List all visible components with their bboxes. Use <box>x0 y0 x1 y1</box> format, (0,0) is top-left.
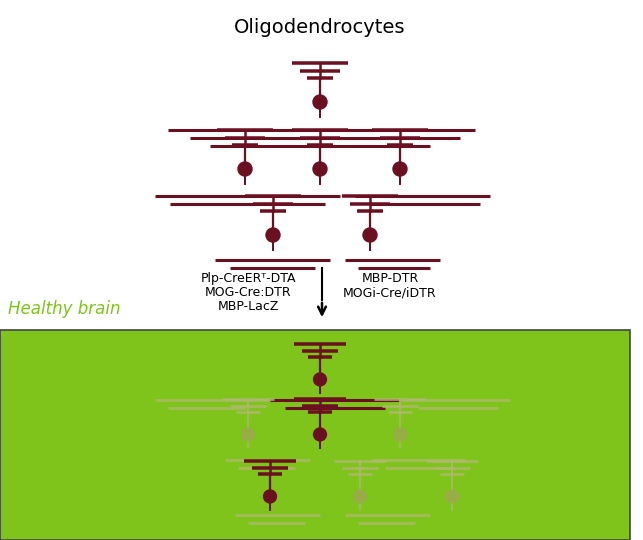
Circle shape <box>314 428 327 441</box>
Bar <box>0 330 630 540</box>
Circle shape <box>394 428 406 441</box>
Circle shape <box>264 490 276 503</box>
Circle shape <box>314 373 327 386</box>
Circle shape <box>242 428 255 441</box>
Circle shape <box>354 490 367 503</box>
Circle shape <box>313 95 327 109</box>
Circle shape <box>363 228 377 242</box>
Text: MBP-DTR: MBP-DTR <box>361 272 419 285</box>
Text: Plp-CreERᵀ-DTA: Plp-CreERᵀ-DTA <box>200 272 296 285</box>
Circle shape <box>238 162 252 176</box>
Text: Oligodendrocytes: Oligodendrocytes <box>234 18 406 37</box>
Circle shape <box>266 228 280 242</box>
Text: MBP-LacZ: MBP-LacZ <box>217 300 278 313</box>
Text: MOGi-Cre/iDTR: MOGi-Cre/iDTR <box>343 286 437 299</box>
Circle shape <box>313 162 327 176</box>
Circle shape <box>446 490 458 503</box>
Text: Healthy brain: Healthy brain <box>8 300 120 318</box>
Circle shape <box>393 162 407 176</box>
Text: MOG-Cre:DTR: MOG-Cre:DTR <box>204 286 291 299</box>
